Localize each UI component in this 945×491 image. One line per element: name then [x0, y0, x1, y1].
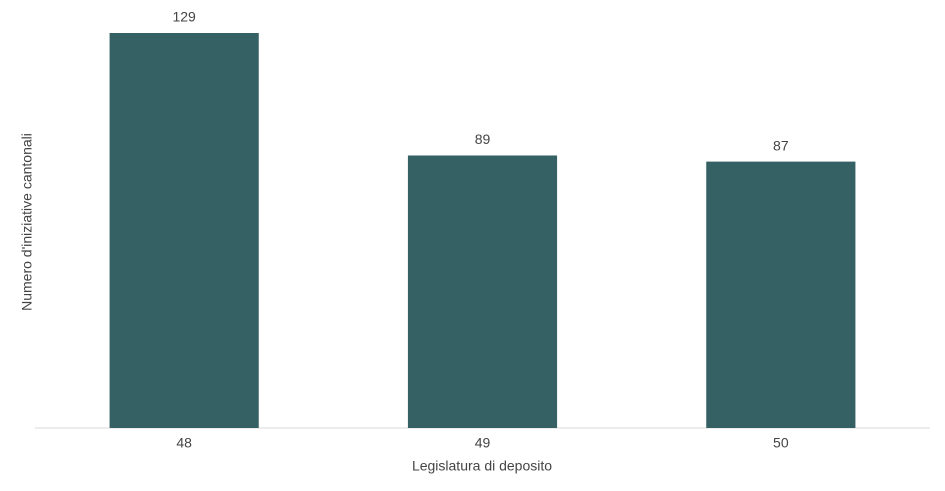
bar: [706, 161, 856, 428]
x-tick-label: 50: [773, 435, 789, 451]
value-label: 129: [172, 9, 196, 25]
x-axis-title: Legislatura di deposito: [412, 458, 552, 474]
x-tick-label: 48: [176, 435, 192, 451]
bar: [407, 155, 558, 428]
value-label: 89: [475, 131, 491, 147]
y-axis-title: Numero d'iniziative cantonali: [19, 133, 35, 311]
x-tick-label: 49: [475, 435, 491, 451]
value-label: 87: [773, 137, 789, 153]
bar: [109, 33, 259, 428]
